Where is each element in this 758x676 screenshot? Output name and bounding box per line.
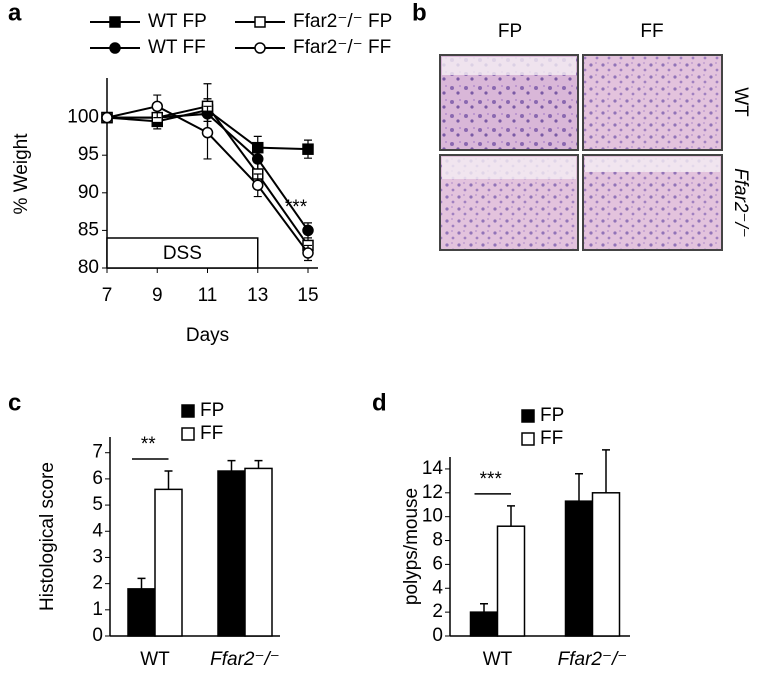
y-axis-label: Histological score: [37, 462, 58, 611]
y-tick-label: 85: [78, 219, 99, 240]
error-bar: [227, 459, 236, 472]
legend-label: WT FP: [148, 11, 207, 32]
marker: [302, 143, 314, 155]
column-label: FP: [498, 21, 522, 42]
marker: [151, 100, 163, 113]
column-label: FF: [640, 21, 663, 42]
legend-swatch: [521, 409, 535, 423]
y-tick-label: 80: [78, 257, 99, 278]
y-tick-label: 90: [78, 182, 99, 203]
y-tick-label: 0: [92, 625, 103, 646]
y-tick-label: 4: [92, 520, 103, 541]
significance: ***: [285, 197, 308, 218]
bar: [154, 488, 183, 637]
marker: [302, 224, 314, 237]
y-tick-label: 6: [432, 553, 443, 574]
y-axis-label: polyps/mouse: [401, 488, 422, 605]
legend-swatch: [181, 404, 195, 418]
panel-letter: b: [412, 0, 427, 26]
y-tick-label: 7: [92, 442, 103, 463]
y-tick-label: 1: [92, 599, 103, 620]
x-axis-label: Days: [186, 325, 229, 346]
x-tick-label: 9: [152, 285, 163, 306]
y-axis-label: % Weight: [11, 133, 32, 215]
bar: [496, 525, 526, 637]
error-bar: [575, 472, 583, 502]
y-tick-label: 2: [432, 601, 443, 622]
y-tick-label: 100: [67, 107, 99, 128]
y-tick-label: 10: [422, 506, 443, 527]
legend-label: FF: [540, 428, 563, 449]
y-tick-label: 4: [432, 577, 443, 598]
treatment-label: DSS: [163, 243, 202, 264]
lumen: [442, 157, 576, 179]
significance: ***: [480, 469, 503, 490]
x-tick-label: 15: [297, 285, 318, 306]
y-tick-label: 95: [78, 144, 99, 165]
legend-label: FP: [200, 400, 224, 421]
bar: [564, 500, 594, 637]
lumen: [585, 157, 720, 172]
error-bar: [254, 459, 263, 469]
row-label: Ffar2⁻/⁻: [730, 168, 751, 238]
panel-letter: d: [372, 389, 387, 416]
histology-panel: FP FF WT Ffar2⁻/⁻: [439, 21, 751, 251]
significance: **: [141, 434, 156, 455]
y-tick-label: 8: [432, 530, 443, 551]
histology-image: [582, 54, 723, 151]
panel-letter: c: [8, 389, 21, 416]
legend-label: Ffar2⁻/⁻ FP: [293, 11, 392, 32]
bar: [244, 467, 273, 637]
marker: [252, 179, 264, 192]
lumen: [442, 57, 576, 75]
error-bar: [507, 505, 515, 527]
bar: [591, 492, 621, 637]
marker: [302, 247, 314, 259]
marker: [109, 42, 121, 54]
y-tick-label: 2: [92, 573, 103, 594]
bar: [127, 588, 156, 637]
y-tick-label: 3: [92, 546, 103, 567]
panel-letter: a: [8, 0, 22, 26]
y-tick-label: 5: [92, 494, 103, 515]
y-tick-label: 12: [422, 482, 443, 503]
x-tick-label: 11: [198, 285, 218, 306]
legend-label: WT FF: [148, 37, 206, 58]
legend-swatch: [521, 432, 535, 446]
x-tick-label: WT: [483, 649, 513, 670]
legend-swatch: [181, 427, 195, 441]
row-label: WT: [730, 87, 751, 117]
x-tick-label: 7: [102, 285, 113, 306]
bar: [469, 611, 499, 637]
error-bar: [480, 603, 488, 613]
x-tick-label: WT: [140, 649, 170, 670]
error-bar: [602, 449, 610, 493]
legend-label: FP: [540, 405, 564, 426]
x-tick-label: Ffar2⁻/⁻: [210, 649, 280, 670]
legend-label: Ffar2⁻/⁻ FF: [293, 37, 391, 58]
marker: [109, 16, 121, 28]
y-tick-label: 0: [432, 625, 443, 646]
marker: [101, 111, 113, 124]
error-bar: [137, 577, 146, 589]
x-tick-label: 13: [247, 285, 268, 306]
treatment-box: [106, 237, 259, 269]
bar: [217, 470, 246, 637]
legend-label: FF: [200, 423, 223, 444]
x-tick-label: Ffar2⁻/⁻: [558, 649, 628, 670]
error-bar: [164, 470, 173, 490]
marker: [254, 42, 266, 54]
marker: [201, 126, 214, 139]
y-tick-label: 6: [92, 468, 103, 489]
marker: [254, 16, 266, 28]
y-tick-label: 14: [422, 458, 444, 479]
